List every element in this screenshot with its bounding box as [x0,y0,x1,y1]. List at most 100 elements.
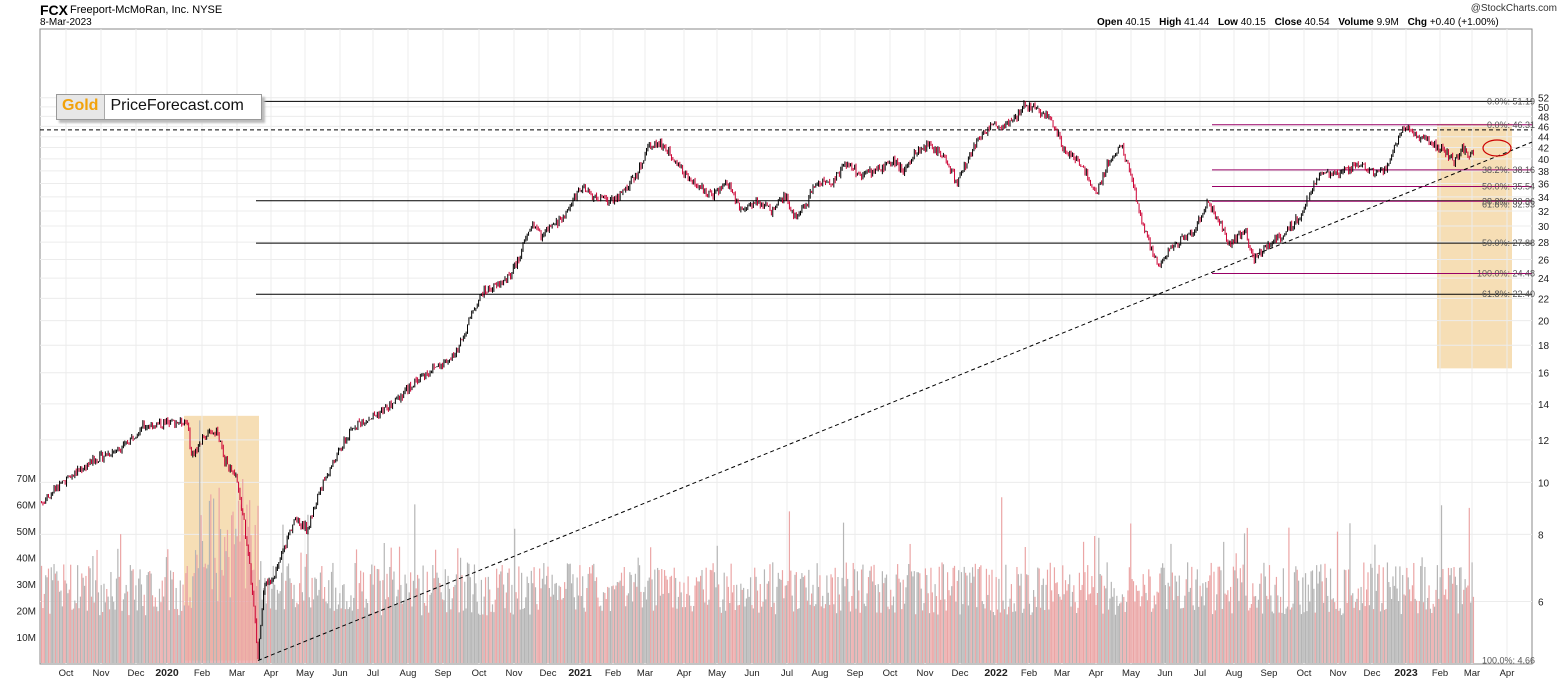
y-tick-label: 36 [1538,180,1550,191]
y-tick-label: 6 [1538,598,1544,609]
y-tick-label: 14 [1538,400,1550,411]
x-tick-label: Jul [367,668,379,679]
x-tick-label: Feb [1021,668,1037,679]
close-value: 40.54 [1304,17,1330,28]
x-tick-label: Mar [1464,668,1480,679]
chart-date: 8-Mar-2023 [40,17,92,28]
volume-tick-label: 50M [17,527,36,538]
trendlines [257,141,1533,661]
x-tick-label: Dec [540,668,557,679]
fib-label: 61.8%: 32.93 [1482,199,1535,209]
y-tick-label: 22 [1538,294,1550,305]
x-tick-label: Feb [1432,668,1448,679]
x-tick-label: Aug [812,668,829,679]
open-label: Open [1097,17,1123,28]
x-tick-label: Jul [781,668,793,679]
plot-area [39,28,1533,665]
fib-label: 50.0%: 27.88 [1482,238,1535,248]
x-tick-label: Dec [128,668,145,679]
y-tick-label: 10 [1538,478,1550,489]
x-tick-label: Nov [506,668,523,679]
x-tick-label: Feb [194,668,210,679]
x-tick-label: 2022 [984,667,1008,679]
fib-label: 38.2%: 33.36 [1482,196,1535,206]
y-tick-label: 34 [1538,193,1550,204]
x-tick-label: Oct [1297,668,1312,679]
x-tick-label: Dec [1364,668,1381,679]
y-tick-label: 46 [1538,122,1550,133]
volume-value: 9.9M [1376,17,1399,28]
x-tick-label: Nov [917,668,934,679]
high-value: 41.44 [1184,17,1210,28]
low-value: 40.15 [1240,17,1266,28]
x-tick-label: May [296,668,314,679]
x-tick-label: Apr [1500,668,1515,679]
x-tick-label: Mar [229,668,245,679]
open-value: 40.15 [1125,17,1151,28]
x-tick-label: Oct [472,668,487,679]
ticker-symbol: FCX [40,2,68,18]
volume-tick-label: 40M [17,554,36,565]
y-tick-label: 12 [1538,436,1550,447]
x-tick-label: Jun [332,668,347,679]
trendline [257,141,1533,661]
y-tick-label: 20 [1538,317,1550,328]
x-tick-label: Mar [637,668,653,679]
fib-label: 50.0%: 35.54 [1482,182,1535,192]
x-tick-label: 2023 [1394,667,1418,679]
target-ellipse [1482,139,1512,157]
company-name: Freeport-McMoRan, Inc. NYSE [70,4,223,16]
x-tick-label: Sep [847,668,864,679]
price-series [41,100,1474,660]
y-tick-label: 48 [1538,112,1550,123]
highlight-zone [1437,123,1512,369]
y-tick-label: 18 [1538,341,1550,352]
y-tick-label: 44 [1538,133,1550,144]
x-tick-label: Apr [677,668,692,679]
y-tick-label: 26 [1538,255,1550,266]
x-tick-label: Dec [952,668,969,679]
x-tick-label: Apr [264,668,279,679]
x-tick-label: Nov [1330,668,1347,679]
volume-tick-label: 60M [17,501,36,512]
fib-label: 38.2%: 38.16 [1482,165,1535,175]
y-tick-label: 50 [1538,103,1550,114]
fib-label: 0.0%: 51.19 [1487,96,1535,106]
fib-label: 100.0%: 24.48 [1477,268,1535,278]
volume-tick-label: 30M [17,580,36,591]
x-tick-label: May [708,668,726,679]
logo-gold: Gold [57,95,106,119]
y-tick-label: 38 [1538,167,1550,178]
x-tick-label: Aug [1226,668,1243,679]
high-label: High [1159,17,1182,28]
chg-label: Chg [1407,17,1428,28]
horizontal-levels [40,100,1532,295]
y-tick-label: 16 [1538,369,1550,380]
logo-forecast: PriceForecast.com [110,97,244,114]
volume-bars [40,420,1475,663]
x-tick-label: Mar [1054,668,1070,679]
y-tick-label: 52 [1538,94,1550,105]
x-tick-label: Apr [1089,668,1104,679]
x-tick-label: Sep [435,668,452,679]
x-tick-label: Jun [1157,668,1172,679]
fib-label: 61.8%: 22.40 [1482,289,1535,299]
gridlines [40,29,1532,664]
ohlc-readout: Open 40.15 High 41.44 Low 40.15 Close 40… [1097,17,1499,28]
x-tick-label: Oct [883,668,898,679]
x-tick-label: Oct [59,668,74,679]
y-tick-label: 42 [1538,144,1550,155]
x-tick-label: Nov [93,668,110,679]
fib-label: 0.0%: 46.31 [1487,120,1535,130]
volume-tick-label: 20M [17,607,36,618]
fib-label: 100.0%: 4.66 [1482,656,1535,666]
x-tick-label: Jul [1194,668,1206,679]
y-tick-label: 28 [1538,238,1550,249]
copyright: @StockCharts.com [1470,3,1557,14]
chg-value: +0.40 (+1.00%) [1429,17,1499,28]
y-tick-label: 8 [1538,530,1544,541]
volume-tick-label: 10M [17,633,36,644]
volume-label: Volume [1338,17,1374,28]
logo: Gold PriceForecast.com [56,94,262,120]
